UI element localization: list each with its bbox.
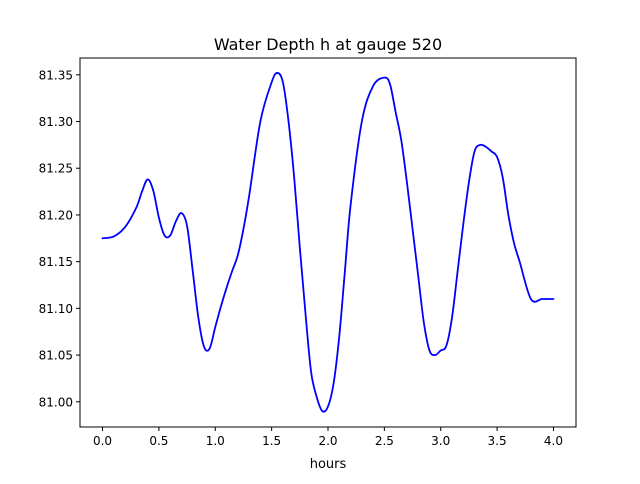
y-tick-label: 81.20	[39, 208, 73, 222]
x-tick-label: 3.0	[431, 434, 450, 448]
series-line	[101, 72, 555, 413]
x-tick-label: 0.0	[93, 434, 112, 448]
x-tick-label: 1.0	[206, 434, 225, 448]
x-tick-label: 2.5	[375, 434, 394, 448]
y-axis-ticks: 81.00 81.05 81.10 81.15 81.20 81.25 81.30 81.35	[39, 68, 80, 409]
x-tick-label: 2.0	[318, 434, 337, 448]
plot-area	[80, 58, 576, 427]
plot-frame	[79, 57, 577, 428]
x-tick-label: 4.0	[544, 434, 563, 448]
x-axis-label: hours	[310, 457, 347, 472]
y-tick-label: 81.15	[39, 255, 73, 269]
series-layer	[101, 72, 555, 413]
y-tick-label: 81.00	[39, 395, 73, 409]
y-tick-label: 81.10	[39, 302, 73, 316]
x-axis-ticks: 0.0 0.5 1.0 1.5 2.0 2.5 3.0 3.5 4.0	[93, 427, 563, 448]
x-tick-label: 1.5	[262, 434, 281, 448]
y-tick-label: 81.25	[39, 162, 73, 176]
y-tick-label: 81.35	[39, 68, 73, 82]
chart-title: Water Depth h at gauge 520	[214, 35, 442, 54]
y-tick-label: 81.30	[39, 115, 73, 129]
y-tick-label: 81.05	[39, 349, 73, 363]
x-tick-label: 3.5	[488, 434, 507, 448]
x-tick-label: 0.5	[149, 434, 168, 448]
